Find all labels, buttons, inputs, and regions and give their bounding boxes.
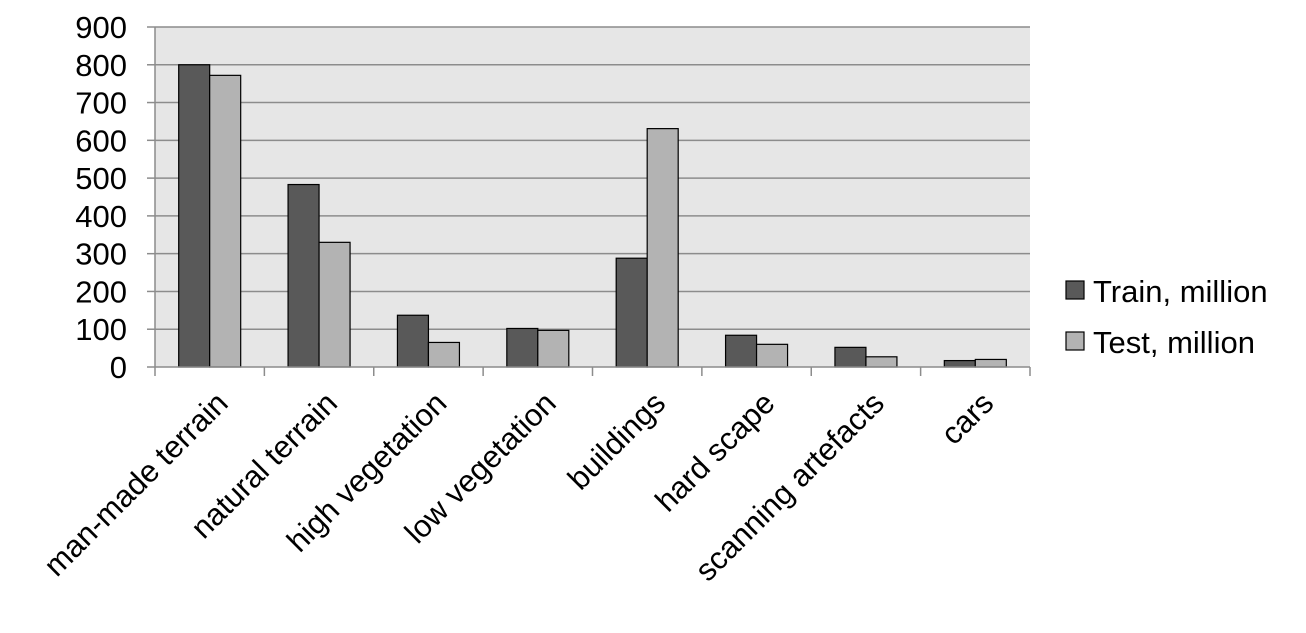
x-tick-label: scanning artefacts — [688, 385, 891, 588]
y-tick-label: 700 — [75, 86, 127, 121]
plot-area — [155, 27, 1030, 367]
y-tick-label: 200 — [75, 274, 127, 309]
bar-train — [724, 334, 758, 368]
bar-train — [834, 346, 867, 368]
legend-swatch — [1065, 331, 1085, 351]
bar-train — [943, 359, 976, 368]
y-tick-label: 300 — [75, 237, 127, 272]
x-tick-label: buildings — [561, 385, 672, 496]
y-tick-label: 900 — [75, 10, 127, 45]
bar-test — [427, 341, 461, 368]
axes — [147, 26, 1031, 376]
bar-train — [396, 314, 430, 368]
y-tick-label: 600 — [75, 123, 127, 158]
legend-swatch — [1065, 280, 1085, 300]
y-tick-label: 0 — [110, 350, 127, 385]
bar-test — [865, 356, 898, 368]
y-tick-label: 100 — [75, 312, 127, 347]
y-tick-label: 400 — [75, 199, 127, 234]
bars — [178, 64, 1007, 368]
bar-train — [506, 327, 539, 368]
bar-test — [974, 358, 1007, 368]
bar-test — [537, 329, 570, 368]
y-tick-label: 800 — [75, 48, 127, 83]
legend-label: Train, million — [1093, 274, 1268, 309]
x-tick-label: man-made terrain — [37, 385, 235, 583]
bar-test — [646, 128, 679, 368]
bar-train — [615, 257, 648, 368]
legend-label: Test, million — [1093, 325, 1255, 360]
bar-test — [209, 74, 242, 368]
legend: Train, million Test, million — [1065, 274, 1268, 360]
bar-test — [755, 343, 789, 368]
x-tick-label: cars — [934, 385, 1000, 451]
bar-train — [178, 64, 211, 368]
bar-train — [287, 183, 320, 368]
bar-test — [318, 241, 351, 368]
y-tick-label: 500 — [75, 161, 127, 196]
